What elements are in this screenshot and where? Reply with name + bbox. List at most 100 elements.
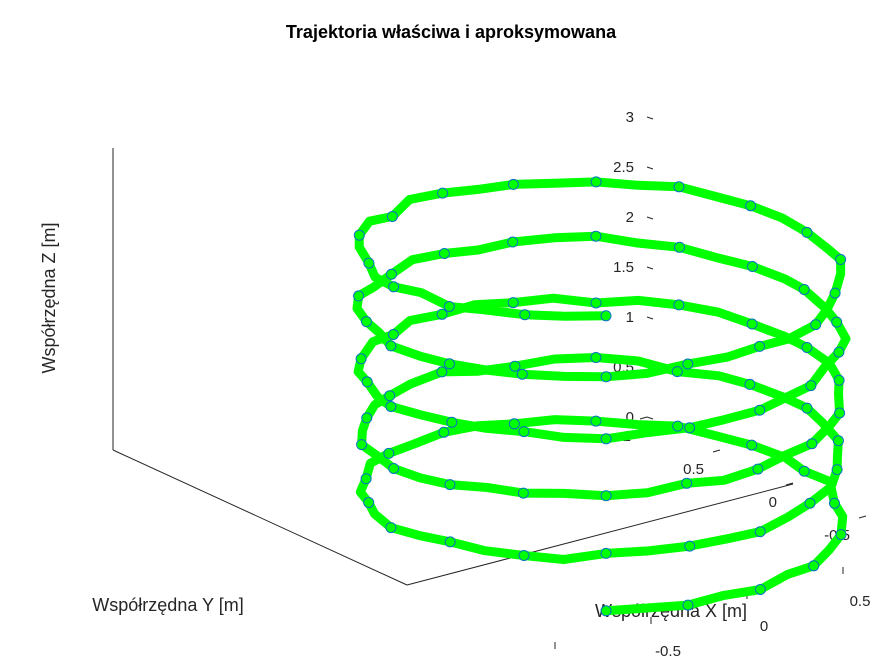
trajectory-point [507,236,519,248]
trajectory-point [754,584,766,595]
trajectory-point [507,178,519,190]
trajectory-point [684,422,696,434]
trajectory-line [352,177,851,616]
trajectory-point [383,447,395,459]
y-axis-label: Współrzędna Y [m] [92,595,243,615]
trajectory-point [808,560,820,572]
z-tick-mark [646,216,654,220]
trajectory-point [804,497,816,509]
trajectory-point [518,426,530,438]
trajectory-point [600,547,612,559]
trajectory-point [443,301,455,312]
trajectory-point [590,297,602,309]
z-tick-label: 3 [626,109,634,126]
z-tick-mark [646,416,654,420]
z-tick-mark [646,166,654,170]
trajectory-point [831,464,843,476]
trajectory-point [444,358,455,370]
trajectory-point [754,526,766,538]
trajectory-point [363,497,375,508]
z-tick-mark [646,266,654,270]
trajectory-point [361,376,373,388]
trajectory-point [801,342,813,353]
z-tick-label: 1 [626,309,634,326]
plot-area [352,176,851,617]
trajectory-point [798,284,810,295]
trajectory-point [832,435,844,447]
trajectory-point [673,299,685,311]
trajectory-point [682,599,694,611]
trajectory-point [600,371,612,383]
trajectory-point [436,308,448,320]
trajectory-point [361,412,373,424]
trajectory-point [674,241,685,253]
z-tick-label: 2.5 [613,159,634,176]
trajectory-point [438,426,450,438]
trajectory-point [387,329,399,340]
trajectory-point [385,401,397,412]
y-tick-label: 0.5 [683,461,704,478]
z-tick-label: 2 [626,209,634,226]
trajectory-point [834,407,846,419]
trajectory-point [829,287,841,299]
trajectory-point [353,290,365,302]
trajectory-point [590,415,602,427]
trajectory-point [509,360,521,372]
trajectory-point [833,374,845,386]
z-tick-label: 1.5 [613,259,634,276]
x-axis-line [406,483,794,586]
trajectory-point [681,477,693,489]
trajectory-markers [353,176,847,617]
trajectory-point [437,187,449,199]
trajectory-point [684,540,696,552]
trajectory-point [672,420,684,432]
trajectory-point [673,181,685,193]
y-axis-line [112,449,408,586]
trajectory-point [590,230,602,242]
trajectory-point [508,418,520,430]
trajectory-point [835,254,847,265]
trajectory-point [363,257,375,269]
trajectory-point [745,200,757,212]
y-tick-label: 0 [769,494,777,511]
trajectory-point [444,479,456,491]
axes-box [112,148,794,586]
trajectory-point [754,404,766,416]
y-tick-mark [639,416,648,420]
trajectory-point [384,390,396,402]
trajectory-point [388,463,400,474]
trajectory-point [507,297,519,309]
z-axis-label: Współrzędna Z [m] [39,222,59,373]
trajectory-point [436,366,448,378]
trajectory-point [388,281,400,293]
trajectory-point [746,318,758,330]
trajectory-point [590,176,602,188]
trajectory-point [516,368,528,380]
trajectory-point [805,380,817,392]
trajectory-point [600,490,612,502]
trajectory-point [810,319,822,331]
trajectory-point [752,463,764,475]
x-tick-label: 0 [760,618,768,635]
trajectory-point [806,438,818,450]
trajectory-point [600,310,612,322]
trajectory-point [754,340,766,352]
y-tick-mark [785,482,794,486]
trajectory-point [671,366,683,378]
trajectory-point [746,261,758,272]
trajectory-point [829,497,840,509]
x-tick-label: 0.5 [850,593,871,610]
z-tick-mark [646,316,654,320]
trajectory-point [446,416,458,428]
x-tick-label: -0.5 [655,643,681,656]
z-tick-label: 0 [626,409,634,426]
trajectory-point [801,226,813,238]
trajectory-point [386,211,398,222]
trajectory-point [831,316,843,328]
z-ticks: 00.511.522.53 [613,109,654,426]
trajectory-point [438,248,450,259]
trajectory-point [385,522,397,534]
trajectory-point [744,378,756,390]
trajectory-point [801,402,813,414]
trajectory-point [590,352,602,363]
